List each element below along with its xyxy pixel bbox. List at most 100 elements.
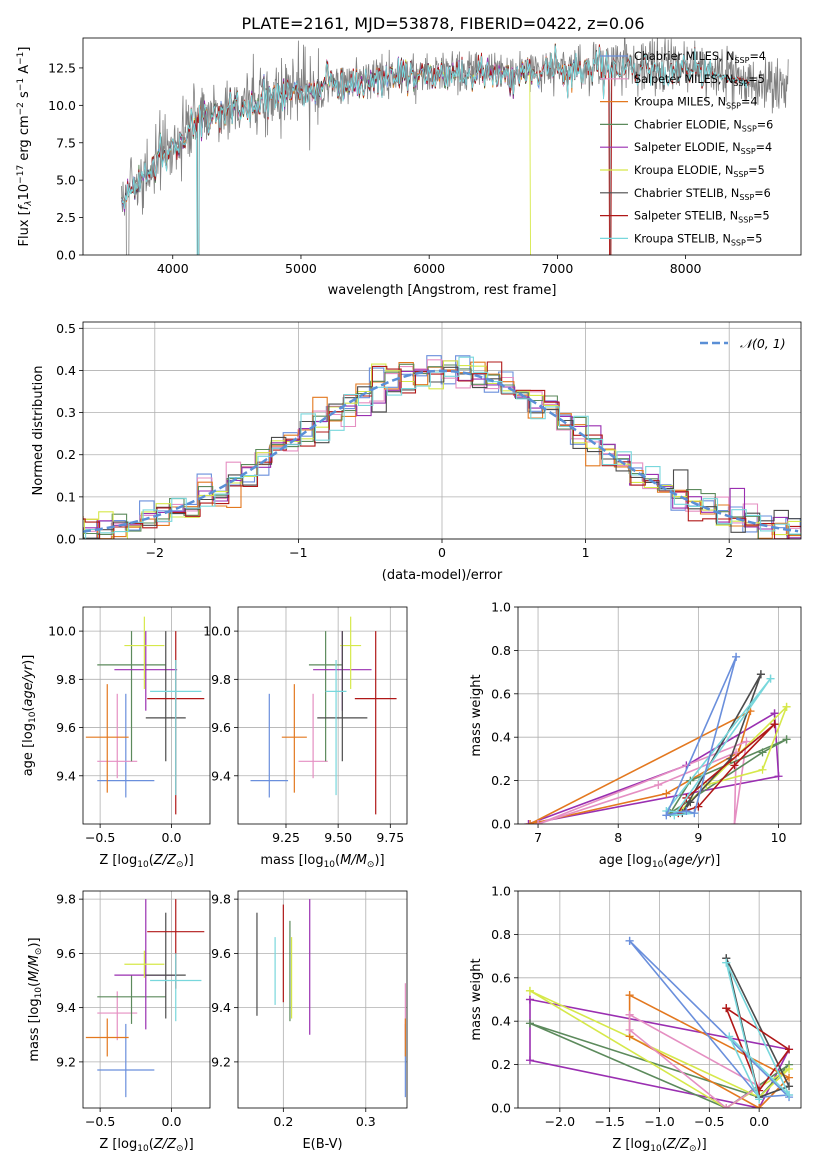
weight_vs_age-point-marker: [770, 720, 779, 729]
weight_vs_Z-point-marker: [725, 1032, 734, 1041]
mass_vs_ebv-xtick-label: 0.3: [356, 1114, 376, 1129]
legend-label: 𝒩(0, 1): [740, 336, 786, 351]
weight_vs_age-xlabel: age [log10(age/yr)]: [599, 853, 721, 870]
legend-label: Chabrier ELODIE, NSSP=6: [634, 118, 773, 133]
spectrum-ylabel: Flux [fλ10−17 erg cm−2 s−1 A−1]: [16, 47, 34, 247]
age_vs_mass-frame: [237, 606, 408, 825]
age_vs_Z-errorbar-chabrier-elodie: [97, 631, 166, 762]
legend-label: Kroupa MILES, NSSP=4: [634, 96, 757, 111]
residuals-xlabel: (data-model)/error: [382, 568, 503, 583]
mass_vs_Z-xlabel: Z [log10(Z/Z⊙)]: [99, 1137, 193, 1154]
weight_vs_age-point-marker: [670, 811, 679, 820]
age_vs_mass-xtick-label: 9.75: [376, 830, 404, 845]
weight_vs_Z-point-marker: [625, 936, 634, 945]
weight_vs_Z-xtick-label: −2.0: [545, 1114, 575, 1129]
weight_vs_Z-point-marker: [785, 1082, 794, 1091]
age_vs_mass-errorbar-salpeter-miles: [298, 693, 328, 779]
spectrum-xtick-label: 8000: [670, 261, 702, 276]
mass_vs_Z-errorbar-kroupa-stelib: [150, 953, 202, 1022]
residuals-ytick-label: 0.3: [56, 405, 76, 420]
weight_vs_age-xtick-label: 8: [614, 830, 622, 845]
age_vs_mass-errorbar-chabrier-stelib: [317, 631, 368, 762]
spectrum-xlabel: wavelength [Angstrom, rest frame]: [328, 283, 557, 298]
mass_vs_Z-plot-area: [85, 899, 205, 1098]
age_vs_mass-errorbar-kroupa-elodie: [340, 616, 362, 689]
weight_vs_Z-point-marker: [525, 986, 534, 995]
mass_vs_Z-errorbar-chabrier-stelib: [145, 912, 186, 1019]
mass_vs_Z-ytick-label: 9.2: [56, 1054, 76, 1069]
age_vs_mass-errorbar-salpeter-stelib: [354, 631, 397, 815]
age_vs_Z-xtick-label: −0.5: [85, 830, 115, 845]
weight_vs_age-ytick-label: 0.8: [491, 643, 511, 658]
legend-label: Kroupa ELODIE, NSSP=5: [634, 164, 765, 179]
age_vs_mass-axes: 9.25 9.50 9.75 9.4 9.6 9.8 10.0: [203, 607, 407, 845]
age_vs_Z-ytick-label: 9.4: [56, 768, 76, 783]
spectrum-model-line-kroupa-stelib: [121, 45, 750, 255]
mass_vs_ebv-ytick-label: 9.8: [211, 892, 231, 907]
residuals-ytick-label: 0.5: [56, 321, 76, 336]
age_vs_mass-ytick-label: 9.6: [211, 720, 231, 735]
weight_vs_age-ylabel: mass weight: [469, 674, 484, 756]
weight_vs_age-series-line-salpeter-miles: [537, 740, 748, 824]
residuals-legend: 𝒩(0, 1): [700, 336, 786, 351]
age_vs_Z-errorbar-chabrier-stelib: [145, 631, 186, 762]
weight_vs_age-point-marker: [690, 809, 699, 818]
age_vs_mass-errorbar-chabrier-miles: [250, 693, 289, 798]
mass_vs_Z-ytick-label: 9.8: [56, 892, 76, 907]
age_vs_Z-frame: [82, 606, 211, 825]
spectrum-xtick-label: 6000: [413, 261, 445, 276]
weight_vs_Z-point-marker: [625, 1025, 634, 1034]
spectrum-xtick-label: 7000: [541, 261, 573, 276]
age_vs_Z-ytick-label: 9.6: [56, 720, 76, 735]
age_vs_mass-xtick-label: 9.50: [324, 830, 352, 845]
histogram-kroupa-stelib: [85, 356, 801, 539]
weight_vs_Z-point-marker: [755, 1095, 764, 1104]
residuals-xtick-label: 1: [582, 545, 590, 560]
weight_vs_Z-xtick-label: −1.5: [594, 1114, 624, 1129]
weight_vs_age-ytick-label: 0.6: [491, 686, 511, 701]
weight_vs_age-point-marker: [770, 709, 779, 718]
age_vs_mass-background: [238, 607, 407, 824]
weight_vs_Z-series-line-salpeter-miles: [628, 1013, 761, 1108]
weight_vs_Z-point-marker: [722, 958, 731, 967]
spectrum-ytick-label: 0.0: [56, 248, 76, 263]
age_vs_mass-plot-area: [250, 616, 397, 815]
weight_vs_Z-xtick-label: −1.0: [644, 1114, 674, 1129]
weight_vs_Z-point-marker: [785, 1073, 794, 1082]
weight_vs_age-point-marker: [526, 820, 535, 824]
residuals-ytick-label: 0.2: [56, 447, 76, 462]
age_vs_Z-ylabel: age [log10(age/yr)]: [21, 655, 38, 777]
weight_vs_age-point-marker: [534, 820, 543, 824]
weight_vs_age-point-marker: [662, 789, 671, 798]
mass_vs_Z-errorbar-chabrier-miles: [97, 1023, 155, 1098]
mass_vs_ebv-xtick-label: 0.2: [273, 1114, 293, 1129]
weight_vs_Z-point-marker: [785, 1090, 794, 1099]
age_vs_mass-ytick-label: 10.0: [203, 624, 231, 639]
spectrum-ytick-label: 7.5: [56, 135, 76, 150]
weight_vs_age-point-marker: [758, 748, 767, 757]
residuals-ytick-label: 0.1: [56, 489, 76, 504]
legend-label: Chabrier STELIB, NSSP=6: [634, 187, 771, 202]
age_vs_Z-plot-area: [85, 616, 205, 815]
age_vs_Z-xlabel: Z [log10(Z/Z⊙)]: [99, 853, 193, 870]
weight_vs_Z-ytick-label: 1.0: [491, 884, 511, 899]
age_vs_mass-errorbar-kroupa-miles: [281, 684, 307, 793]
weight_vs_Z-ylabel: mass weight: [469, 958, 484, 1040]
weight_vs_Z-point-marker: [785, 1045, 794, 1054]
weight_vs_Z-ytick-label: 0.6: [491, 970, 511, 985]
age_vs_Z-ytick-label: 9.8: [56, 672, 76, 687]
weight_vs_Z-ytick-label: 0.0: [491, 1101, 511, 1116]
mass_vs_Z-ytick-label: 9.4: [56, 1000, 76, 1015]
spectrum-ytick-label: 2.5: [56, 210, 76, 225]
age_vs_Z-background: [83, 607, 210, 824]
age_vs_Z-errorbar-kroupa-stelib: [150, 660, 202, 796]
weight_vs_Z-point-marker: [625, 991, 634, 1000]
mass_vs_ebv-ytick-label: 9.6: [211, 946, 231, 961]
residuals-frame: [82, 321, 802, 540]
weight_vs_Z-point-marker: [525, 995, 534, 1004]
weight_vs_Z-point-marker: [525, 1056, 534, 1065]
weight_vs_age-point-marker: [756, 670, 765, 679]
spectrum-xtick-label: 5000: [285, 261, 317, 276]
mass_vs_Z-axes: −0.5 0.0 9.2 9.4 9.6 9.8: [56, 891, 210, 1129]
